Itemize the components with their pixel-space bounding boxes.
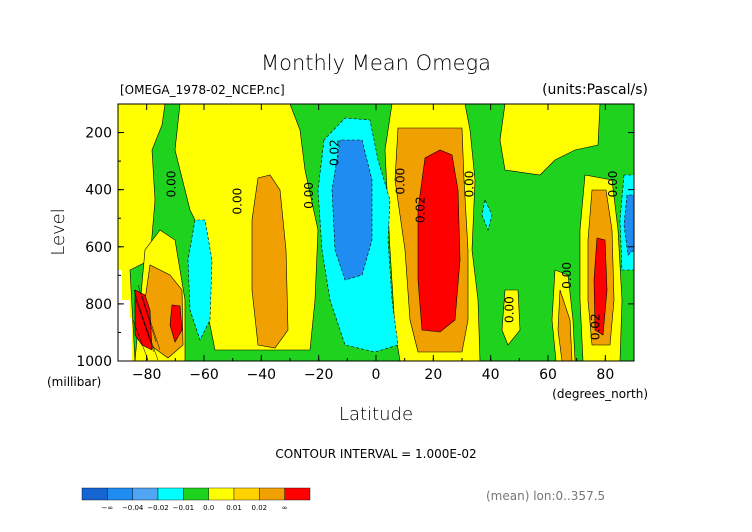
contour-label: 0.02	[328, 139, 342, 166]
legend-label: ∞	[282, 504, 288, 512]
x-tick-label: −40	[247, 367, 277, 383]
contour-interval-label: CONTOUR INTERVAL = 1.000E-02	[275, 447, 476, 461]
y-axis: 200 400 600 800 1000	[76, 103, 634, 370]
contour-label: 0.00	[606, 171, 620, 198]
chart-title: Monthly Mean Omega	[261, 51, 491, 75]
legend-label: −0.01	[173, 504, 194, 512]
legend-swatch	[81, 487, 108, 501]
x-tick-label: 80	[596, 367, 614, 383]
contour-label: 0.00	[164, 171, 178, 198]
legend-swatch	[132, 487, 159, 501]
contour-label: 0.00	[503, 296, 517, 323]
x-axis-label: Latitude	[339, 404, 413, 425]
legend-label: 0.02	[252, 504, 268, 512]
contour-label: 0.00	[560, 262, 574, 289]
legend-swatch	[233, 487, 260, 501]
legend-swatch	[183, 487, 209, 501]
x-tick-label: 40	[482, 367, 500, 383]
x-tick-label: −20	[304, 367, 334, 383]
file-label: [OMEGA_1978-02_NCEP.nc]	[120, 83, 285, 97]
y-axis-label: Level	[48, 208, 69, 256]
y-tick-label: 800	[85, 297, 112, 313]
legend-label: −∞	[101, 504, 113, 512]
omega-field	[118, 104, 634, 361]
x-tick-label: 0	[372, 367, 381, 383]
contour-label: 0.00	[394, 168, 408, 195]
y-tick-label: 200	[85, 126, 112, 142]
legend-swatch	[208, 487, 235, 501]
legend-swatch	[284, 487, 311, 501]
legend-label: 0.0	[203, 504, 214, 512]
legend-swatch	[157, 487, 184, 501]
footnote: (mean) lon:0..357.5	[486, 489, 605, 503]
legend-label: 0.01	[226, 504, 242, 512]
x-axis-unit: (degrees_north)	[552, 387, 648, 401]
legend-label: −0.02	[147, 504, 168, 512]
y-tick-label: 1000	[76, 354, 112, 370]
x-tick-label: 60	[539, 367, 557, 383]
y-tick-label: 600	[85, 240, 112, 256]
y-tick-label: 400	[85, 183, 112, 199]
x-axis: −80 −60 −40 −20 0 20 40 60 80	[117, 104, 635, 383]
contour-label: 0.02	[589, 313, 603, 340]
x-tick-label: −60	[189, 367, 219, 383]
legend-swatch	[259, 487, 285, 501]
x-tick-label: 20	[424, 367, 442, 383]
contour-label: 0.00	[462, 171, 476, 198]
units-label: (units:Pascal/s)	[542, 82, 648, 98]
contour-label: 0.02	[414, 196, 428, 223]
contour-label: 0.00	[230, 188, 244, 215]
contour-labels: 0.00 0.00 0.00 0.02 0.00 0.02 0.00 0.00 0.00 0.00…	[164, 139, 619, 340]
x-tick-label: −80	[132, 367, 162, 383]
color-legend: −∞ −0.04 −0.02 −0.01 0.0 0.01 0.02 ∞	[81, 487, 311, 512]
legend-swatch	[107, 487, 133, 501]
contour-label: 0.00	[302, 182, 316, 209]
y-axis-unit: (millibar)	[47, 375, 101, 389]
legend-label: −0.04	[122, 504, 144, 512]
